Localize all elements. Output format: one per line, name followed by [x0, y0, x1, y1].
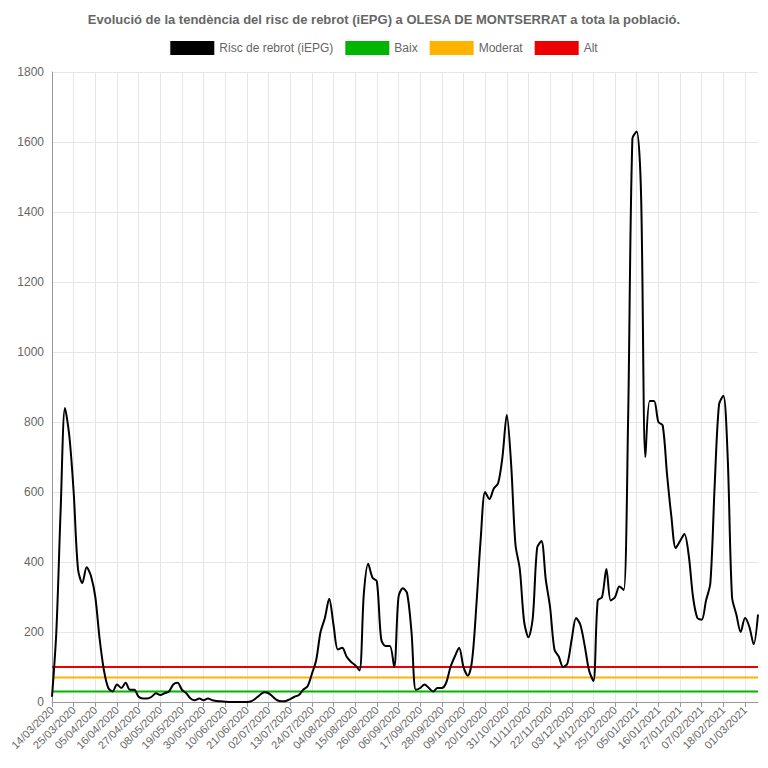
- svg-text:1000: 1000: [17, 345, 44, 359]
- svg-text:0: 0: [37, 695, 44, 709]
- svg-text:16/01/2021: 16/01/2021: [615, 703, 663, 752]
- svg-text:20/10/2020: 20/10/2020: [442, 703, 490, 752]
- svg-text:Alt: Alt: [584, 41, 599, 55]
- svg-text:28/09/2020: 28/09/2020: [398, 703, 447, 752]
- svg-text:24/07/2020: 24/07/2020: [268, 703, 317, 752]
- svg-text:25/03/2020: 25/03/2020: [30, 703, 78, 752]
- svg-text:15/08/2020: 15/08/2020: [312, 703, 360, 752]
- svg-text:17/09/2020: 17/09/2020: [377, 703, 425, 752]
- svg-text:Baix: Baix: [394, 41, 417, 55]
- svg-text:200: 200: [24, 625, 44, 639]
- svg-text:18/02/2021: 18/02/2021: [680, 703, 728, 752]
- svg-text:04/08/2020: 04/08/2020: [290, 703, 338, 752]
- svg-text:09/10/2020: 09/10/2020: [420, 703, 468, 752]
- svg-text:800: 800: [24, 415, 44, 429]
- svg-text:08/05/2020: 08/05/2020: [117, 703, 165, 752]
- svg-text:11/11/2020: 11/11/2020: [486, 703, 533, 750]
- svg-text:26/08/2020: 26/08/2020: [333, 703, 382, 752]
- svg-text:Evolució de la tendència del r: Evolució de la tendència del risc de reb…: [88, 12, 680, 27]
- svg-text:19/05/2020: 19/05/2020: [138, 703, 187, 752]
- svg-text:03/12/2020: 03/12/2020: [528, 703, 576, 752]
- svg-text:1600: 1600: [17, 135, 44, 149]
- svg-text:05/04/2020: 05/04/2020: [52, 703, 100, 752]
- svg-text:1800: 1800: [17, 65, 44, 79]
- svg-text:22/11/2020: 22/11/2020: [507, 703, 555, 751]
- svg-text:10/06/2020: 10/06/2020: [182, 703, 230, 752]
- svg-text:27/01/2021: 27/01/2021: [636, 703, 685, 752]
- svg-text:1400: 1400: [17, 205, 44, 219]
- svg-text:14/03/2020: 14/03/2020: [8, 703, 57, 752]
- svg-text:14/12/2020: 14/12/2020: [550, 703, 598, 752]
- svg-text:600: 600: [24, 485, 44, 499]
- svg-text:31/10/2020: 31/10/2020: [463, 703, 511, 752]
- svg-text:400: 400: [24, 555, 44, 569]
- svg-text:21/06/2020: 21/06/2020: [203, 703, 252, 752]
- svg-text:07/02/2021: 07/02/2021: [658, 703, 706, 752]
- svg-text:Moderat: Moderat: [479, 41, 524, 55]
- svg-text:Risc de rebrot (iEPG): Risc de rebrot (iEPG): [219, 41, 333, 55]
- svg-text:05/01/2021: 05/01/2021: [593, 703, 641, 752]
- svg-text:16/04/2020: 16/04/2020: [73, 703, 122, 752]
- svg-text:13/07/2020: 13/07/2020: [247, 703, 295, 752]
- svg-text:30/05/2020: 30/05/2020: [160, 703, 208, 752]
- svg-text:25/12/2020: 25/12/2020: [571, 703, 620, 752]
- svg-text:02/07/2020: 02/07/2020: [225, 703, 273, 752]
- svg-text:27/04/2020: 27/04/2020: [95, 703, 143, 752]
- svg-text:06/09/2020: 06/09/2020: [355, 703, 403, 752]
- svg-text:1200: 1200: [17, 275, 44, 289]
- svg-text:01/03/2021: 01/03/2021: [702, 704, 749, 751]
